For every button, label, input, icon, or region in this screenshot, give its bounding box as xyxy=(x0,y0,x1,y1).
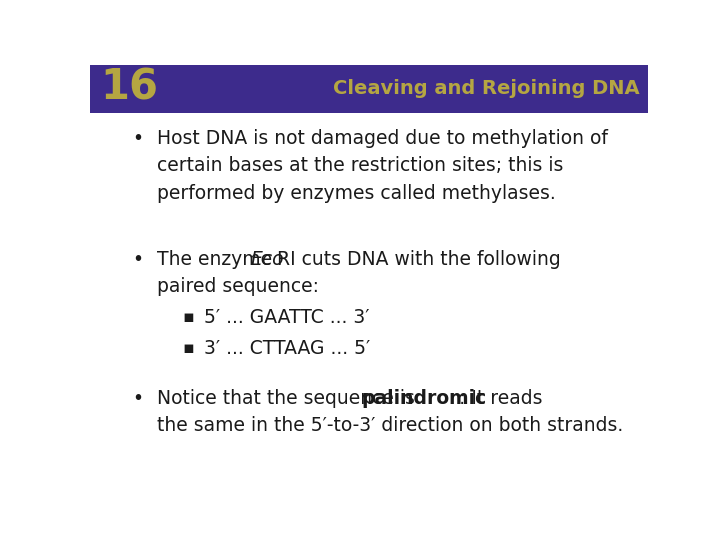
Text: 3′ ... CTTAAG ... 5′: 3′ ... CTTAAG ... 5′ xyxy=(204,339,371,358)
Text: : It reads: : It reads xyxy=(459,389,542,408)
Text: the same in the 5′-to-3′ direction on both strands.: the same in the 5′-to-3′ direction on bo… xyxy=(157,416,624,435)
Text: The enzyme: The enzyme xyxy=(157,250,278,269)
Text: RI cuts DNA with the following: RI cuts DNA with the following xyxy=(277,250,561,269)
Text: •: • xyxy=(132,129,143,149)
Text: •: • xyxy=(132,389,143,408)
Text: Eco: Eco xyxy=(251,250,284,269)
Text: ▪: ▪ xyxy=(182,308,194,326)
FancyBboxPatch shape xyxy=(90,65,648,113)
Text: 5′ ... GAATTC ... 3′: 5′ ... GAATTC ... 3′ xyxy=(204,308,370,327)
Text: 16: 16 xyxy=(100,67,158,109)
Text: paired sequence:: paired sequence: xyxy=(157,277,319,296)
Text: •: • xyxy=(132,250,143,269)
Text: ▪: ▪ xyxy=(182,339,194,357)
Text: Cleaving and Rejoining DNA: Cleaving and Rejoining DNA xyxy=(333,79,639,98)
Text: palindromic: palindromic xyxy=(361,389,487,408)
Text: Notice that the sequence is: Notice that the sequence is xyxy=(157,389,420,408)
Text: Host DNA is not damaged due to methylation of
certain bases at the restriction s: Host DNA is not damaged due to methylati… xyxy=(157,129,608,202)
